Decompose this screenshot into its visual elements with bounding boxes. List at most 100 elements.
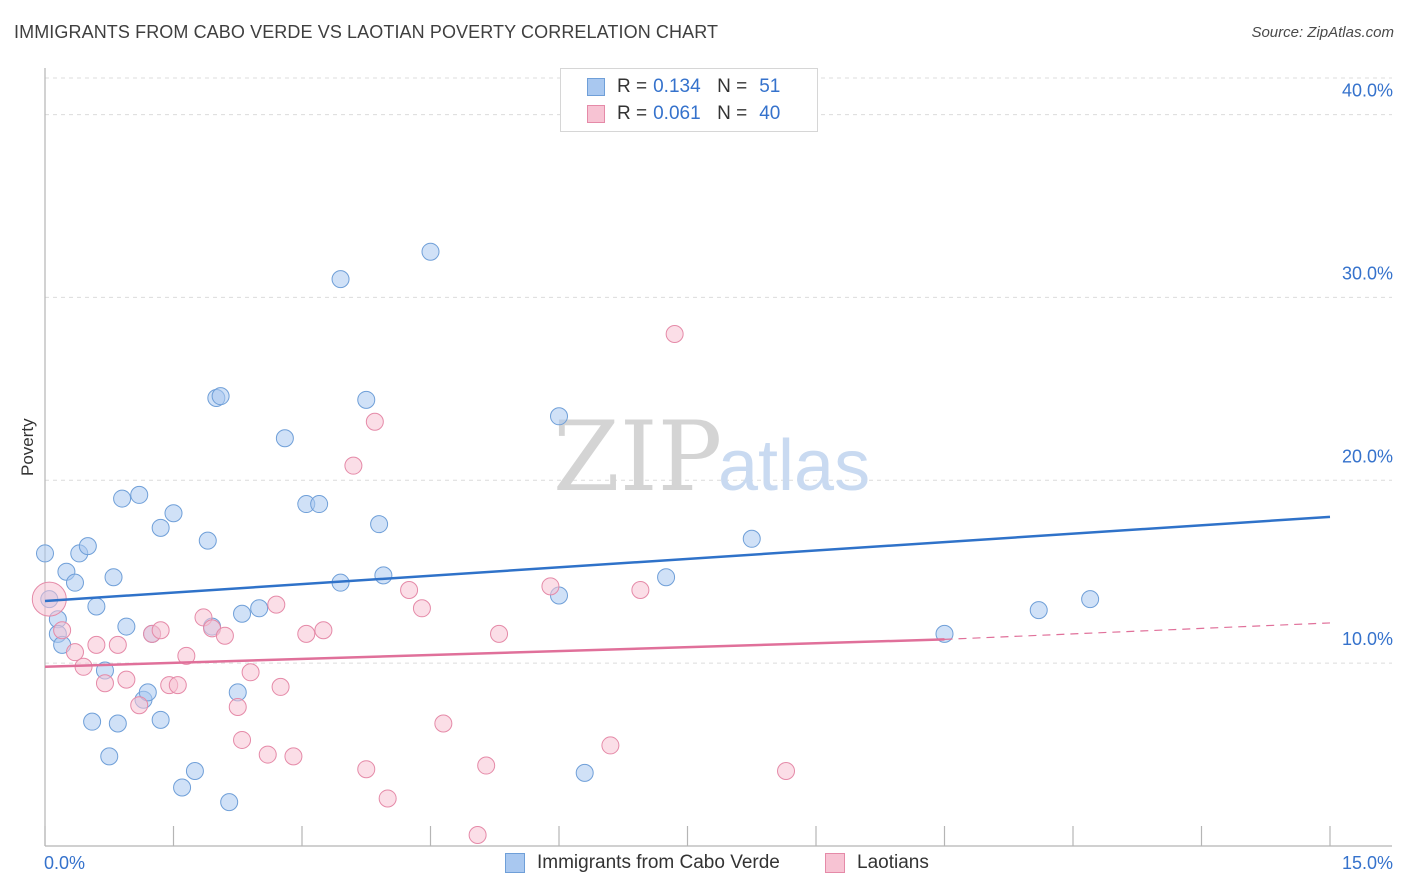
series-legend: Immigrants from Cabo Verde Laotians — [0, 852, 1406, 878]
data-point — [36, 544, 54, 563]
watermark: ZIP atlas — [553, 401, 870, 513]
data-point — [108, 714, 127, 733]
data-point — [374, 566, 393, 585]
data-point — [378, 789, 397, 808]
data-point — [211, 387, 230, 406]
data-point — [198, 531, 217, 550]
data-point — [468, 826, 487, 845]
data-point — [665, 325, 684, 343]
legend-r-label: R = — [617, 76, 648, 97]
data-point — [185, 762, 204, 781]
data-point — [250, 599, 269, 618]
data-point — [275, 429, 294, 448]
data-point — [267, 595, 286, 614]
data-point — [130, 696, 149, 715]
tick-labels: 10.0% 20.0% 30.0% 40.0% 0.0% 15.0% — [44, 81, 1393, 873]
legend-n-value: 51 — [759, 76, 781, 97]
trend-line-extension-laotians — [944, 622, 1331, 640]
data-point — [151, 518, 170, 537]
data-point — [331, 270, 350, 289]
data-point — [365, 412, 384, 431]
data-point — [177, 646, 196, 665]
data-point — [434, 714, 453, 733]
gridlines — [45, 77, 1392, 664]
data-point — [935, 624, 954, 643]
legend-n-value: 40 — [759, 103, 781, 124]
data-point — [421, 242, 440, 261]
series-label-cabo-verde: Immigrants from Cabo Verde — [537, 852, 780, 873]
data-point — [357, 760, 376, 779]
data-point — [575, 763, 594, 782]
data-point — [412, 599, 431, 618]
data-point — [550, 407, 568, 426]
data-point — [104, 568, 123, 587]
data-point — [1081, 590, 1100, 609]
data-point — [83, 712, 102, 731]
correlation-legend: R = 0.134 N = 51 R = 0.061 N = 40 — [560, 68, 818, 132]
data-point — [400, 581, 419, 599]
data-point — [490, 624, 509, 643]
data-point — [164, 504, 183, 523]
series-legend-cabo-verde[interactable]: Immigrants from Cabo Verde — [505, 852, 780, 874]
series-swatch-cabo-verde — [505, 853, 525, 873]
data-point — [173, 778, 192, 797]
data-point — [78, 537, 97, 556]
legend-r-value: 0.061 — [653, 103, 701, 124]
source-credit: Source: ZipAtlas.com — [1251, 24, 1394, 41]
data-points — [31, 242, 1100, 845]
data-point — [117, 670, 136, 689]
data-point — [108, 635, 127, 654]
data-point — [113, 489, 132, 508]
trend-lines — [44, 515, 1331, 669]
data-point — [215, 626, 234, 645]
legend-swatch-laotians — [587, 105, 605, 123]
x-tick-label-max: 15.0% — [1342, 853, 1393, 873]
data-point — [95, 674, 114, 693]
data-point — [100, 747, 119, 766]
y-tick-label: 30.0% — [1342, 263, 1393, 283]
data-point — [65, 573, 84, 592]
series-points-cabo-verde — [36, 242, 1100, 812]
data-point — [65, 643, 84, 662]
chart-title: IMMIGRANTS FROM CABO VERDE VS LAOTIAN PO… — [14, 22, 719, 42]
data-point — [344, 456, 363, 475]
data-point — [284, 747, 303, 766]
data-point — [477, 756, 496, 775]
data-point — [370, 515, 389, 534]
data-point — [53, 621, 72, 640]
data-point — [168, 676, 187, 695]
data-point — [742, 529, 761, 548]
data-point — [138, 683, 157, 702]
legend-row-cabo-verde: R = 0.134 N = 51 — [587, 75, 780, 99]
trend-line-cabo-verde — [44, 515, 1331, 603]
data-point — [220, 793, 239, 812]
legend-row-laotians: R = 0.061 N = 40 — [587, 102, 780, 126]
data-point — [233, 604, 252, 623]
data-point — [241, 663, 260, 682]
series-points-laotians — [31, 325, 796, 845]
series-swatch-laotians — [825, 853, 845, 873]
data-point — [777, 762, 796, 781]
data-point — [541, 577, 560, 596]
data-point — [130, 485, 149, 504]
data-point — [310, 495, 329, 514]
data-point — [1029, 601, 1048, 620]
axes — [44, 68, 1392, 847]
data-point — [87, 635, 106, 654]
trend-line-laotians — [44, 638, 945, 669]
data-point — [657, 568, 676, 587]
data-point — [151, 621, 170, 640]
legend-n-label: N = — [717, 76, 748, 97]
watermark-zip: ZIP — [553, 401, 722, 513]
watermark-atlas: atlas — [718, 426, 870, 506]
data-point — [297, 624, 316, 643]
data-point — [87, 597, 106, 616]
series-label-laotians: Laotians — [857, 852, 929, 873]
series-legend-laotians[interactable]: Laotians — [825, 852, 929, 874]
y-tick-label: 40.0% — [1342, 81, 1393, 101]
data-point — [233, 730, 252, 749]
data-point — [151, 710, 170, 729]
legend-r-value: 0.134 — [653, 76, 701, 97]
data-point — [228, 698, 247, 717]
